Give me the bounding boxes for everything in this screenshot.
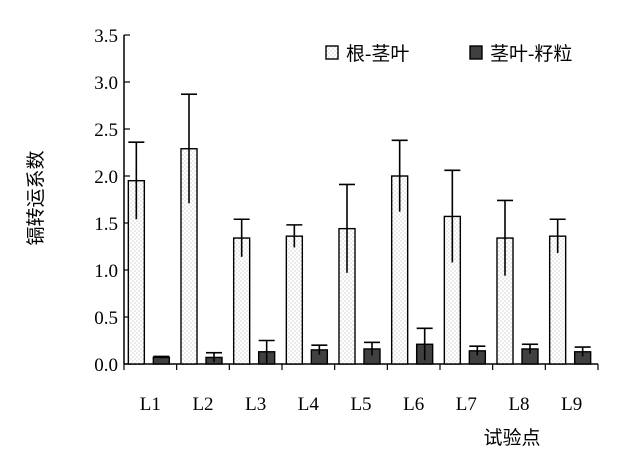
x-tick-label: L7	[456, 394, 477, 415]
x-axis-label: 试验点	[483, 427, 540, 449]
legend-entry: 根-茎叶	[346, 43, 409, 65]
y-tick-label: 1.5	[94, 214, 118, 235]
y-tick-label: 3.0	[94, 73, 118, 94]
bar	[232, 237, 251, 365]
x-tick-label: L6	[403, 394, 424, 415]
bar	[548, 235, 567, 365]
y-tick-label: 2.0	[94, 167, 118, 188]
x-tick-label: L3	[245, 394, 266, 415]
y-tick-label: 2.5	[94, 120, 118, 141]
x-tick-label: L4	[298, 394, 320, 415]
x-tick-label: L8	[508, 394, 529, 415]
y-tick-label: 0.0	[94, 355, 118, 376]
legend: 根-茎叶 茎叶-籽粒	[325, 43, 572, 65]
legend-entry: 茎叶-籽粒	[490, 43, 572, 65]
x-tick-label: L9	[561, 394, 582, 415]
bar	[152, 356, 171, 365]
y-axis-label: 镉转运系数	[25, 150, 47, 245]
x-tick-label: L2	[192, 394, 213, 415]
y-tick-label: 3.5	[94, 26, 118, 47]
plot-area: 0.0 0.5 1.0 1.5 2.0 2.5 3.0 3.5 L1 L2 L3 L4 L5 L6 L7 L8…	[94, 26, 599, 415]
legend-swatch	[469, 45, 483, 60]
y-tick-label: 0.5	[94, 308, 118, 329]
x-tick-label: L5	[350, 394, 371, 415]
legend-swatch	[325, 45, 339, 60]
x-tick-label: L1	[140, 394, 161, 415]
bar	[285, 235, 304, 365]
y-tick-label: 1.0	[94, 261, 118, 282]
